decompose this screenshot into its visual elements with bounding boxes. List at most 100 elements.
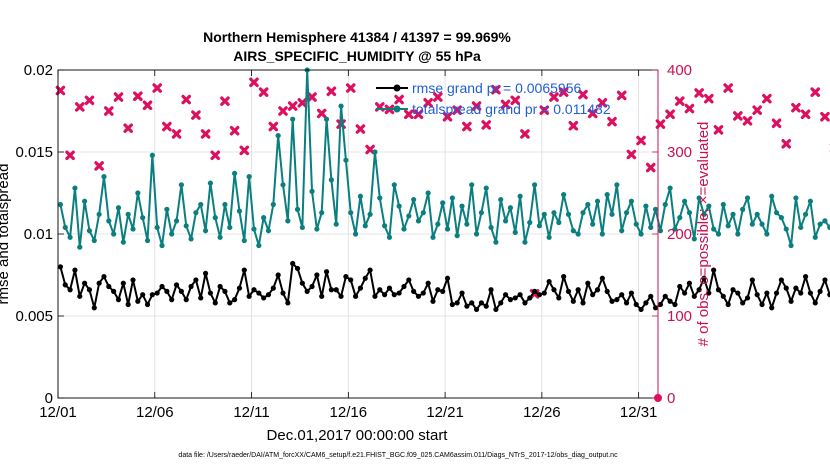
chart-title-line2: AIRS_SPECIFIC_HUMIDITY @ 55 hPa <box>233 48 481 64</box>
y-tick-label-right: 200 <box>667 226 692 243</box>
totalspread-point <box>686 210 693 216</box>
rmse-point <box>396 290 402 296</box>
totalspread-point <box>802 211 809 217</box>
rmse-point <box>507 297 514 303</box>
rmse-point <box>827 292 830 298</box>
rmse-point <box>735 290 741 296</box>
totalspread-point <box>478 210 484 216</box>
rmse-point <box>304 288 310 294</box>
totalspread-point <box>217 234 223 240</box>
rmse-point <box>377 287 383 293</box>
obs-evaluated-point <box>191 110 201 120</box>
obs-evaluated-point <box>84 95 95 106</box>
obs-evaluated-point <box>665 109 675 120</box>
x-tick-label: 12/11 <box>233 404 269 421</box>
rmse-point <box>202 270 209 276</box>
totalspread-point <box>319 210 325 216</box>
obs-evaluated-point <box>568 120 579 131</box>
rmse-point <box>227 300 233 306</box>
rmse-point <box>183 297 189 303</box>
rmse-point <box>440 288 446 294</box>
rmse-point <box>173 282 180 288</box>
rmse-point <box>546 278 552 285</box>
obs-evaluated-point <box>597 98 608 108</box>
rmse-point <box>686 280 693 286</box>
rmse-point <box>599 275 605 281</box>
totalspread-point <box>299 224 305 231</box>
rmse-point <box>382 292 388 298</box>
rmse-point <box>759 301 765 308</box>
totalspread-point <box>435 221 441 227</box>
totalspread-point <box>314 226 320 232</box>
obs-evaluated-point <box>287 101 298 111</box>
rmse-point <box>261 295 267 301</box>
totalspread-point <box>290 116 296 122</box>
obs-evaluated-point <box>800 109 811 120</box>
totalspread-point <box>256 242 262 249</box>
rmse-point <box>590 292 596 298</box>
rmse-point <box>435 287 441 293</box>
rmse-point <box>754 292 760 298</box>
totalspread-point <box>198 201 204 208</box>
obs-evaluated-point <box>413 109 424 120</box>
rmse-point <box>541 290 547 296</box>
rmse-point <box>561 274 567 280</box>
rmse-point <box>125 301 131 308</box>
rmse-point <box>294 265 301 272</box>
rmse-point <box>406 277 412 283</box>
totalspread-point <box>677 215 683 221</box>
obs-evaluated-point <box>113 92 124 102</box>
obs-evaluated-point <box>423 98 433 108</box>
rmse-point <box>415 293 422 299</box>
data-file-footnote: data file: /Users/raeder/DAI/ATM_forcXX/… <box>178 452 618 459</box>
totalspread-point <box>343 157 349 163</box>
totalspread-point <box>275 133 281 139</box>
totalspread-point <box>459 203 465 209</box>
totalspread-point <box>251 226 257 232</box>
rmse-point <box>391 292 397 298</box>
rmse-point <box>401 283 407 290</box>
totalspread-point <box>372 149 378 155</box>
rmse-point <box>807 290 814 296</box>
totalspread-point <box>561 192 567 198</box>
totalspread-point <box>469 182 475 188</box>
rmse-point <box>333 287 339 293</box>
obs-evaluated-point <box>752 105 762 115</box>
obs-evaluated-point <box>152 83 162 93</box>
rmse-point <box>773 290 780 296</box>
legend: rmse grand pr = 0.0065956 totalspread gr… <box>376 80 611 117</box>
rmse-point <box>280 290 286 296</box>
rmse-point <box>430 298 436 304</box>
rmse-point <box>149 292 155 298</box>
obs-evaluated-point <box>404 109 414 120</box>
totalspread-point <box>483 185 489 191</box>
rmse-point <box>236 285 243 291</box>
totalspread-point <box>594 198 601 204</box>
totalspread-point <box>691 236 697 242</box>
obs-evaluated-point <box>258 87 269 97</box>
obs-evaluated-point <box>268 121 279 132</box>
obs-evaluated-point <box>742 116 753 126</box>
rmse-point <box>565 288 572 294</box>
rmse-point <box>769 305 775 311</box>
totalspread-point <box>333 221 339 227</box>
rmse-point <box>783 285 789 291</box>
totalspread-point <box>193 210 199 216</box>
rmse-point <box>493 306 499 313</box>
rmse-point <box>570 298 576 304</box>
obs-evaluated-point <box>345 83 356 93</box>
totalspread-point <box>377 195 383 201</box>
totalspread-point <box>652 206 659 212</box>
totalspread-point <box>338 103 344 109</box>
rmse-point <box>198 295 204 301</box>
totalspread-point <box>183 223 189 229</box>
chart-title-line1: Northern Hemisphere 41384 / 41397 = 99.9… <box>203 29 511 45</box>
rmse-point <box>290 260 296 267</box>
rmse-point <box>793 285 799 291</box>
rmse-point <box>517 292 523 298</box>
totalspread-point <box>82 198 88 204</box>
rmse-point <box>357 285 364 291</box>
obs-evaluated-point <box>510 95 521 106</box>
x-tick-label: 12/31 <box>620 404 658 421</box>
